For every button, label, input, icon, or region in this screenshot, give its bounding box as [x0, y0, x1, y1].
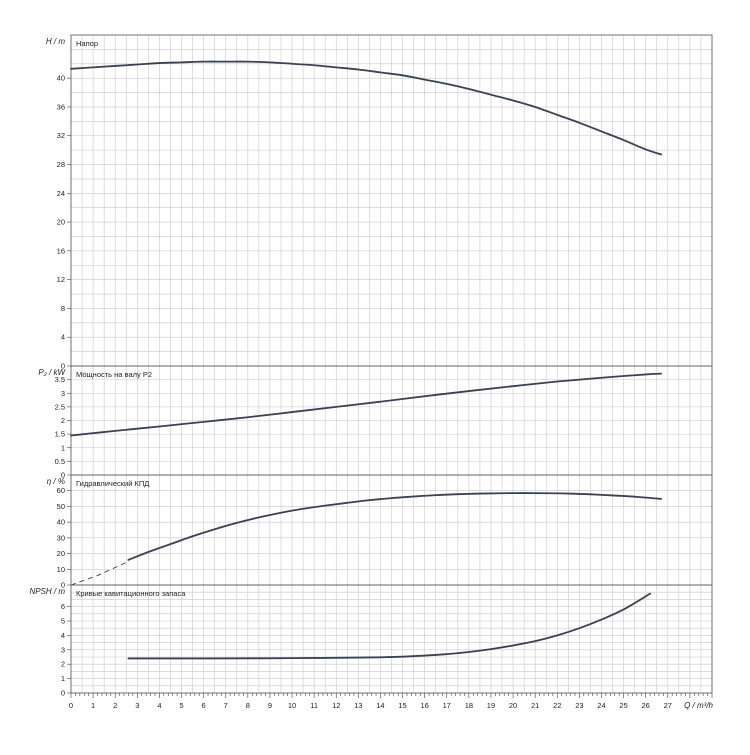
- x-tick-label: 26: [642, 701, 650, 710]
- y-tick-label-head: 24: [57, 189, 65, 198]
- x-tick-label: 20: [509, 701, 517, 710]
- y-tick-label-head: 4: [61, 333, 65, 342]
- y-tick-label-npsh: 0: [61, 689, 65, 698]
- y-tick-label-npsh: 5: [61, 617, 65, 626]
- y-tick-label-head: 36: [57, 102, 65, 111]
- x-tick-label: 13: [354, 701, 362, 710]
- curve-dashed-efficiency: [70, 561, 129, 586]
- y-tick-label-efficiency: 60: [57, 486, 65, 495]
- y-tick-label-npsh: 3: [61, 645, 65, 654]
- y-tick-label-power: 3.5: [55, 375, 65, 384]
- y-tick-label-head: 12: [57, 275, 65, 284]
- panel-frame-npsh: [70, 584, 713, 694]
- y-tick-label-efficiency: 0: [61, 581, 65, 590]
- x-tick-label: 8: [246, 701, 250, 710]
- x-tick-label: 3: [135, 701, 139, 710]
- y-tick-label-power: 3: [61, 389, 65, 398]
- y-axis-label-npsh: NPSH / m: [29, 587, 65, 596]
- y-tick-label-power: 0: [61, 471, 65, 480]
- y-tick-label-head: 40: [57, 74, 65, 83]
- x-tick-label: 19: [487, 701, 495, 710]
- x-tick-label: 24: [597, 701, 605, 710]
- y-tick-label-npsh: 6: [61, 602, 65, 611]
- x-tick-label: 23: [575, 701, 583, 710]
- curve-efficiency: [127, 492, 663, 561]
- y-axis-label-efficiency: η / %: [47, 477, 65, 486]
- y-tick-label-power: 1.5: [55, 430, 65, 439]
- y-tick-label-head: 16: [57, 246, 65, 255]
- panel-title-npsh: Кривые кавитационного запаса: [76, 589, 186, 598]
- panel-title-power: Мощность на валу P2: [76, 370, 152, 379]
- y-tick-label-power: 0.5: [55, 457, 65, 466]
- y-tick-label-efficiency: 20: [57, 549, 65, 558]
- y-tick-label-head: 0: [61, 362, 65, 371]
- x-tick-label: 2: [113, 701, 117, 710]
- x-tick-label: 11: [310, 701, 318, 710]
- y-tick-label-efficiency: 40: [57, 518, 65, 527]
- curve-head: [70, 60, 663, 156]
- x-tick-label: 16: [420, 701, 428, 710]
- x-tick-label: 6: [202, 701, 206, 710]
- y-tick-label-efficiency: 30: [57, 533, 65, 542]
- x-tick-label: 10: [288, 701, 296, 710]
- y-tick-label-power: 1: [61, 443, 65, 452]
- y-tick-label-efficiency: 10: [57, 565, 65, 574]
- y-tick-label-head: 28: [57, 160, 65, 169]
- y-tick-label-npsh: 2: [61, 660, 65, 669]
- x-tick-label: 22: [553, 701, 561, 710]
- x-tick-label: 15: [398, 701, 406, 710]
- panel-title-head: Напор: [76, 39, 98, 48]
- y-tick-label-npsh: 1: [61, 674, 65, 683]
- x-tick-label: 27: [664, 701, 672, 710]
- x-tick-label: 17: [443, 701, 451, 710]
- x-tick-label: 18: [465, 701, 473, 710]
- y-axis-label-power: P₂ / kW: [38, 368, 66, 377]
- x-tick-label: 21: [531, 701, 539, 710]
- y-tick-label-head: 8: [61, 304, 65, 313]
- panel-title-efficiency: Гидравлический КПД: [76, 479, 149, 488]
- curve-power: [70, 372, 663, 437]
- y-tick-label-power: 2.5: [55, 402, 65, 411]
- y-tick-label-efficiency: 50: [57, 502, 65, 511]
- x-tick-label: 1: [91, 701, 95, 710]
- x-tick-label: 9: [268, 701, 272, 710]
- curve-npsh: [127, 592, 652, 660]
- x-tick-label: 25: [619, 701, 627, 710]
- y-tick-label-power: 2: [61, 416, 65, 425]
- x-tick-label: 7: [224, 701, 228, 710]
- y-tick-label-npsh: 4: [61, 631, 65, 640]
- y-tick-label-head: 20: [57, 218, 65, 227]
- x-tick-label: 0: [69, 701, 73, 710]
- x-tick-label: 4: [157, 701, 161, 710]
- y-axis-label-head: H / m: [46, 37, 65, 46]
- x-tick-label: 5: [179, 701, 183, 710]
- y-tick-label-head: 32: [57, 131, 65, 140]
- x-tick-label: 12: [332, 701, 340, 710]
- x-axis-label: Q / m³/h: [684, 701, 713, 710]
- x-tick-label: 14: [376, 701, 384, 710]
